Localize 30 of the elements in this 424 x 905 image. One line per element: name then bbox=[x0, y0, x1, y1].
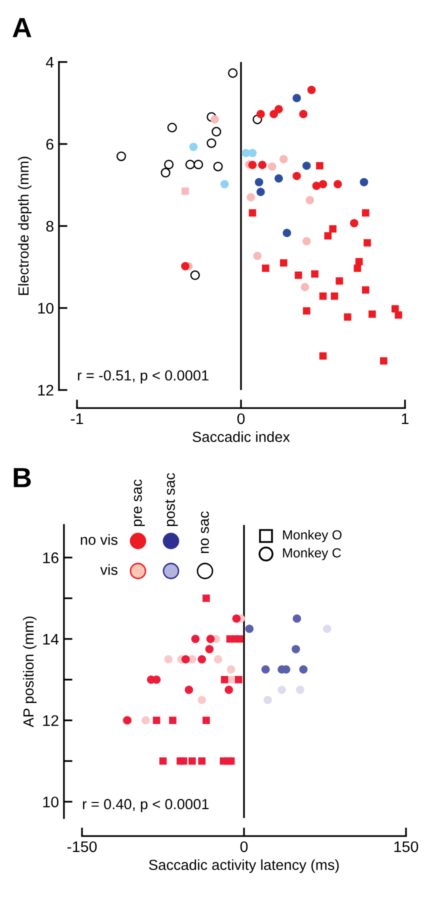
annotation: Monkey O bbox=[283, 530, 342, 542]
annotation: Monkey C bbox=[283, 548, 341, 560]
annotation: no sac bbox=[200, 511, 209, 554]
y-axis-title: AP position (mm) bbox=[22, 616, 37, 728]
x-tick-label: 0 bbox=[240, 841, 248, 852]
annotation: no vis bbox=[80, 534, 118, 545]
y-tick-label: 10 bbox=[43, 796, 58, 808]
y-tick-label: 14 bbox=[43, 634, 59, 644]
annotation: post sac bbox=[165, 473, 178, 526]
y-tick-label: 10 bbox=[38, 302, 54, 314]
y-tick-label: 6 bbox=[46, 138, 54, 150]
y-tick-label: 12 bbox=[38, 384, 54, 396]
annotation: r = 0.40, p < 0.0001 bbox=[82, 798, 209, 812]
y-tick-label: 12 bbox=[43, 715, 58, 726]
x-tick-label: 150 bbox=[394, 841, 418, 852]
x-tick-label: -150 bbox=[67, 841, 97, 852]
x-tick-label: 1 bbox=[402, 413, 409, 424]
annotation: vis bbox=[100, 564, 118, 575]
chart-title: A bbox=[12, 18, 32, 38]
x-tick-label: 0 bbox=[237, 413, 245, 424]
y-tick-label: 4 bbox=[46, 57, 54, 68]
chart-title: B bbox=[14, 468, 31, 488]
x-axis-title: Saccadic index bbox=[192, 431, 290, 442]
annotation: pre sac bbox=[134, 480, 145, 526]
annotation: r = -0.51, p < 0.0001 bbox=[78, 370, 208, 384]
y-tick-label: 16 bbox=[43, 552, 58, 564]
y-axis-title: Electrode depth (mm) bbox=[18, 156, 32, 295]
x-axis-title: Saccadic activity latency (ms) bbox=[149, 859, 339, 873]
x-tick-label: -1 bbox=[70, 413, 84, 424]
y-tick-label: 8 bbox=[46, 220, 54, 232]
